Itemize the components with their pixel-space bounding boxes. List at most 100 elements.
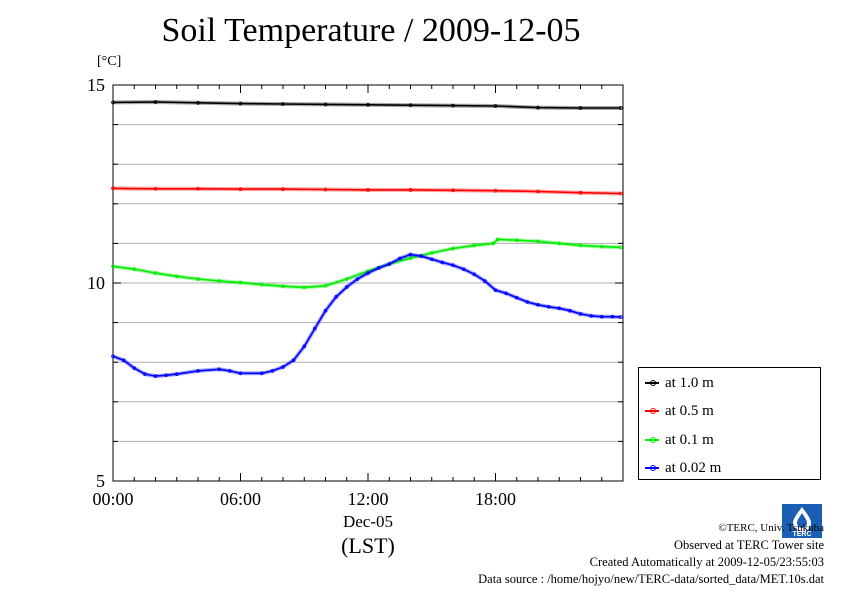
data-point bbox=[619, 191, 623, 196]
data-point bbox=[132, 366, 137, 370]
series-line-3 bbox=[112, 253, 621, 377]
series-line-0 bbox=[112, 101, 621, 109]
legend-label-1m: at 1.0 m bbox=[665, 374, 714, 391]
data-point bbox=[429, 251, 434, 255]
data-point bbox=[491, 241, 496, 246]
data-point bbox=[536, 189, 540, 194]
data-point bbox=[132, 267, 137, 271]
chart-title: Soil Temperature / 2009-12-05 bbox=[161, 12, 581, 49]
data-point bbox=[344, 285, 349, 289]
data-point bbox=[323, 283, 328, 288]
data-point bbox=[483, 279, 487, 283]
data-point bbox=[387, 262, 392, 266]
data-point bbox=[238, 101, 243, 106]
legend-item-0-1m: at 0.1 m bbox=[645, 430, 714, 450]
data-point bbox=[153, 271, 158, 275]
data-point bbox=[440, 260, 445, 265]
x-tick-label: 12:00 bbox=[347, 489, 388, 509]
data-point bbox=[366, 271, 370, 275]
data-point bbox=[323, 102, 328, 107]
data-point bbox=[366, 188, 370, 192]
data-point bbox=[536, 302, 540, 307]
y-tick-label: 5 bbox=[96, 471, 105, 491]
data-point bbox=[408, 252, 413, 257]
legend-swatch-1m bbox=[645, 380, 659, 386]
data-point bbox=[610, 314, 615, 319]
data-point bbox=[196, 369, 200, 373]
x-tick-label: 06:00 bbox=[220, 489, 261, 509]
source-text: Data source : /home/hojyo/new/TERC-data/… bbox=[478, 572, 824, 586]
data-point bbox=[493, 104, 498, 108]
copyright-text: ©TERC, Univ. Tsukuba bbox=[718, 522, 824, 534]
data-point bbox=[238, 371, 243, 376]
data-point bbox=[546, 304, 551, 309]
legend-item-0-5m: at 0.5 m bbox=[645, 401, 714, 421]
data-point bbox=[408, 103, 413, 107]
legend-label-0-02m: at 0.02 m bbox=[665, 459, 722, 476]
data-point bbox=[472, 272, 477, 277]
data-point bbox=[495, 237, 500, 242]
data-point bbox=[228, 369, 232, 373]
y-tick-label: 15 bbox=[87, 75, 105, 95]
data-point bbox=[557, 241, 562, 246]
data-point bbox=[111, 354, 115, 359]
legend-item-0-02m: at 0.02 m bbox=[645, 458, 721, 478]
data-point bbox=[174, 372, 179, 376]
data-point bbox=[323, 187, 328, 192]
data-point bbox=[143, 372, 147, 376]
legend-swatch-0-02m bbox=[645, 465, 659, 471]
observed-text: Observed at TERC Tower site bbox=[673, 538, 824, 552]
legend-swatch-0-5m bbox=[645, 408, 659, 414]
data-point bbox=[419, 254, 423, 258]
data-point bbox=[344, 277, 349, 281]
data-point bbox=[461, 267, 466, 271]
data-point bbox=[259, 282, 264, 287]
series-band-2 bbox=[112, 237, 621, 290]
data-point bbox=[408, 188, 413, 192]
data-point bbox=[451, 103, 455, 108]
data-point bbox=[514, 238, 519, 243]
series-line-1 bbox=[112, 187, 621, 195]
x-axis-label: (LST) bbox=[341, 533, 395, 558]
data-point bbox=[355, 277, 360, 281]
x-tick-label: 18:00 bbox=[475, 489, 516, 509]
data-point bbox=[217, 279, 222, 283]
data-point bbox=[153, 374, 158, 378]
data-point bbox=[281, 365, 285, 369]
data-point bbox=[578, 106, 583, 110]
data-point bbox=[111, 264, 115, 269]
data-point bbox=[504, 291, 508, 296]
data-point bbox=[514, 295, 519, 300]
data-point bbox=[451, 263, 455, 267]
data-point bbox=[313, 326, 317, 331]
data-point bbox=[196, 186, 200, 191]
data-point bbox=[111, 186, 115, 191]
credits-block: ©TERC, Univ. Tsukuba Observed at TERC To… bbox=[478, 520, 824, 588]
data-point bbox=[536, 105, 540, 110]
data-point bbox=[568, 308, 572, 313]
data-point bbox=[493, 288, 498, 292]
data-point bbox=[217, 367, 222, 372]
data-point bbox=[451, 188, 455, 193]
data-point bbox=[281, 284, 285, 288]
data-point bbox=[153, 186, 158, 191]
legend-item-1m: at 1.0 m bbox=[645, 373, 714, 393]
data-point bbox=[259, 371, 264, 376]
legend: at 1.0 m at 0.5 m at 0.1 m at 0.02 m bbox=[638, 367, 821, 480]
legend-label-0-1m: at 0.1 m bbox=[665, 431, 714, 448]
data-point bbox=[334, 295, 338, 299]
y-axis-unit-label: [°C] bbox=[97, 54, 122, 69]
data-point bbox=[238, 280, 243, 285]
data-point bbox=[408, 256, 413, 260]
data-point bbox=[599, 314, 604, 319]
data-point bbox=[121, 358, 126, 363]
x-date-label: Dec-05 bbox=[343, 512, 393, 531]
data-point bbox=[619, 245, 623, 250]
data-point bbox=[291, 358, 296, 363]
x-tick-label: 00:00 bbox=[92, 489, 133, 509]
data-point bbox=[376, 266, 381, 270]
data-point bbox=[429, 257, 434, 262]
data-point bbox=[196, 101, 200, 105]
data-point bbox=[451, 246, 455, 251]
